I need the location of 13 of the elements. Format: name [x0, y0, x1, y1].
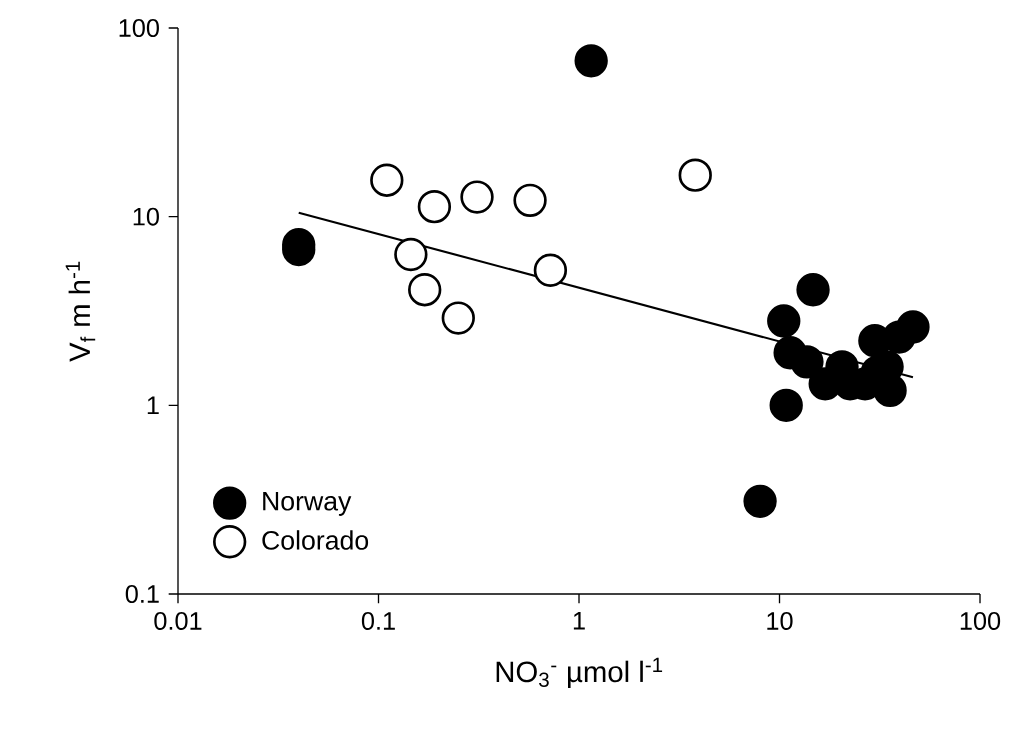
x-axis-title: NO$_{3}$$^{-}$ µmol l$^{-1}$: [496, 657, 663, 689]
y-tick-label: 0.1: [125, 585, 159, 603]
y-axis-title: V$_{f}$ m h$^{-1}$: [65, 261, 96, 362]
y-tick-label: 10: [133, 207, 159, 226]
legend-label: Norway: [263, 492, 352, 516]
x-tick-label: 10: [767, 611, 793, 630]
x-tick-label: 1: [573, 611, 585, 630]
x-tick-label: 0.01: [154, 611, 202, 630]
y-tick-label: 1: [147, 396, 159, 415]
legend-label: Colorado: [262, 530, 369, 550]
x-tick-label: 100: [960, 611, 1001, 630]
y-tick-label: 100: [119, 19, 159, 37]
x-tick-label: 0.1: [361, 611, 395, 630]
